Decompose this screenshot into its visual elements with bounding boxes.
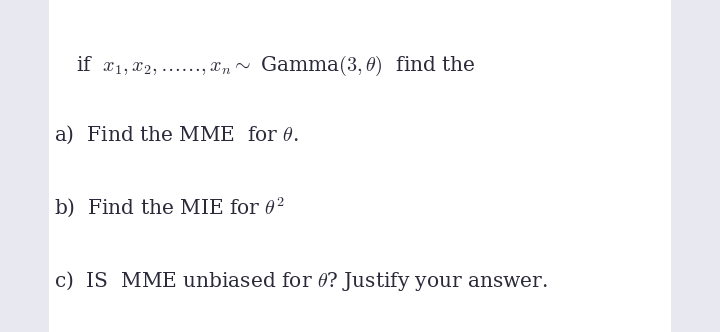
- Text: a)  Find the MME  for $\theta$.: a) Find the MME for $\theta$.: [54, 123, 299, 146]
- Text: c)  IS  MME unbiased for $\theta$? Justify your answer.: c) IS MME unbiased for $\theta$? Justify…: [54, 269, 548, 292]
- Text: b)  Find the MIE for $\theta^2$: b) Find the MIE for $\theta^2$: [54, 196, 285, 219]
- FancyBboxPatch shape: [49, 0, 671, 332]
- Text: if  $x_1, x_2, \ldots\ldots, x_n{\sim}$ Gamma$( 3, \theta)$  find the: if $x_1, x_2, \ldots\ldots, x_n{\sim}$ G…: [76, 54, 475, 78]
